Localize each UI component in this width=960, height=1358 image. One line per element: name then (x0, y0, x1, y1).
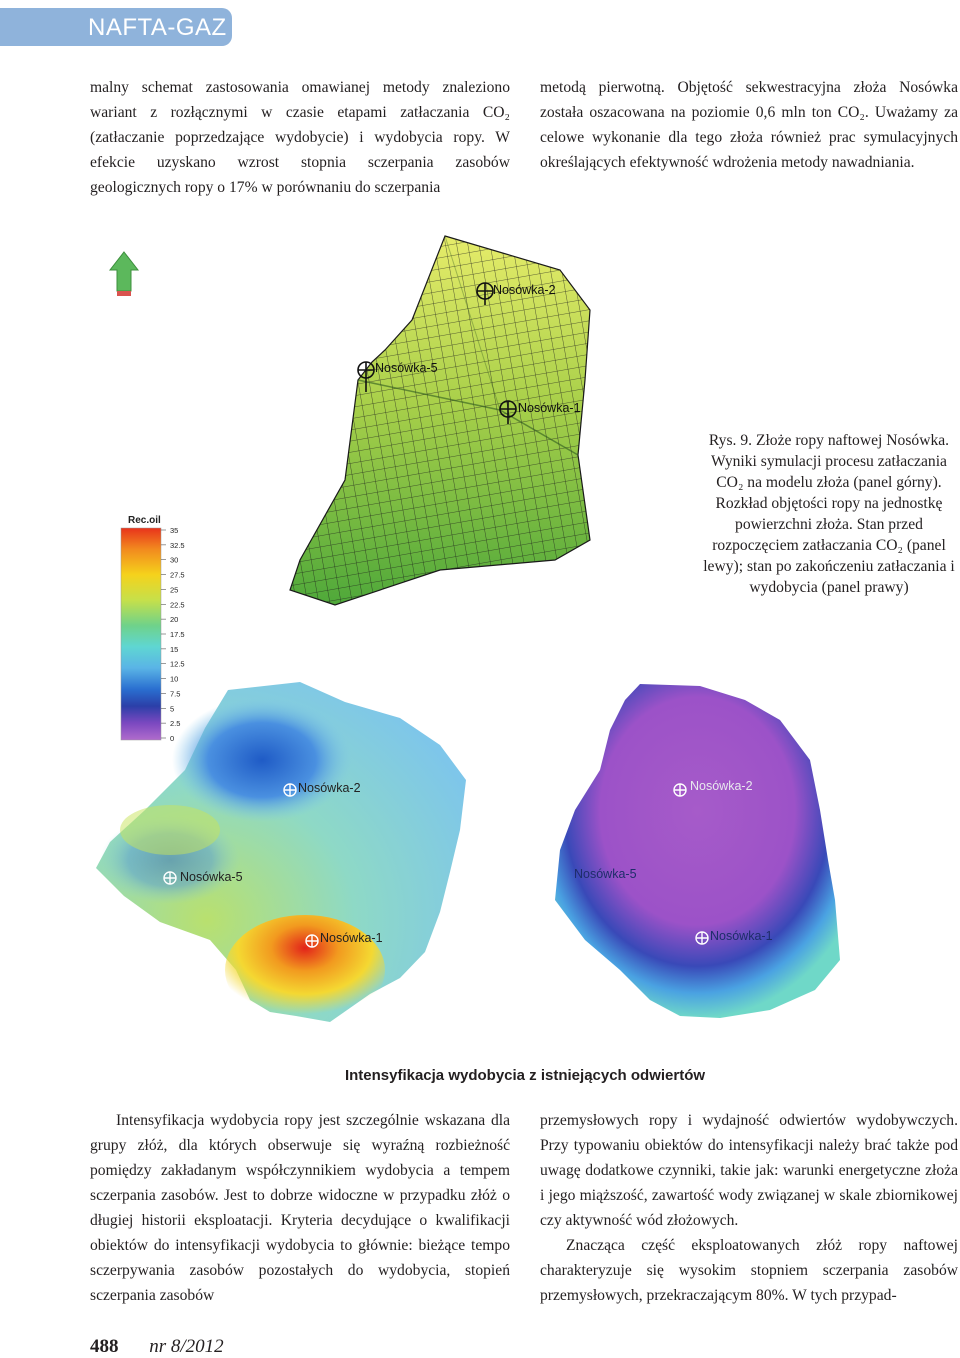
legend-tick-label: 2.5 (170, 719, 180, 728)
text-column-top-right: metodą pierwotną. Objętość sekwestracyjn… (540, 75, 958, 175)
page-number: 488 (90, 1336, 119, 1357)
well-label: Nosówka-2 (690, 779, 753, 793)
legend-tick-label: 17.5 (170, 630, 185, 639)
legend-tick-label: 5 (170, 704, 174, 713)
well-marker: Nosówka-1 (305, 931, 383, 948)
page-footer: 488 nr 8/2012 (90, 1336, 224, 1358)
well-marker: Nosówka-1 (499, 400, 581, 424)
legend-tick-label: 27.5 (170, 571, 185, 580)
text-column-bottom-right: przemysłowych ropy i wydajność odwiertów… (540, 1108, 958, 1308)
paragraph: przemysłowych ropy i wydajność odwiertów… (540, 1112, 958, 1229)
legend-tick-label: 15 (170, 645, 178, 654)
well-label: Nosówka-2 (493, 283, 556, 297)
legend-tick-label: 35 (170, 526, 178, 535)
section-heading: Intensyfikacja wydobycia z istniejących … (344, 1067, 706, 1084)
well-label: Nosówka-2 (298, 781, 361, 795)
well-label: Nosówka-1 (320, 931, 383, 945)
well-marker: Nosówka-5 (574, 867, 637, 881)
text-column-bottom-left: Intensyfikacja wydobycia ropy jest szcze… (90, 1108, 510, 1308)
color-scale-legend: Rec.oil 35 32.5 30 27.5 25 22.5 20 17.5 15 12.5 10… (120, 515, 185, 743)
legend-tick-label: 30 (170, 556, 178, 565)
figure-rys-9: Nosówka-2 Nosówka-5 Nosówka-1 Rec.oil 35… (96, 235, 840, 1025)
well-marker: Nosówka-1 (695, 929, 773, 945)
paragraph: Znacząca część eksploatowanych złóż ropy… (540, 1237, 958, 1304)
north-arrow-icon (108, 251, 140, 296)
legend-tick-label: 22.5 (170, 600, 185, 609)
legend-tick-label: 32.5 (170, 541, 185, 550)
issue-number: nr 8/2012 (149, 1336, 224, 1357)
figure-caption: Rys. 9. Złoże ropy naftowej Nosówka. Wyn… (703, 432, 955, 596)
well-label: Nosówka-5 (574, 867, 637, 881)
well-marker: Nosówka-5 (163, 870, 243, 885)
well-marker: Nosówka-2 (673, 779, 753, 797)
legend-tick-label: 12.5 (170, 660, 185, 669)
legend-tick-label: 7.5 (170, 689, 180, 698)
well-label: Nosówka-1 (518, 401, 581, 415)
well-marker: Nosówka-5 (357, 361, 438, 392)
text-column-top-left: malny schemat zastosowania omawianej met… (90, 75, 510, 200)
map-panel-left (96, 682, 466, 1025)
legend-tick-label: 0 (170, 734, 174, 743)
well-marker: Nosówka-2 (476, 282, 556, 305)
legend-tick-label: 10 (170, 675, 178, 684)
paragraph: malny schemat zastosowania omawianej met… (90, 79, 510, 196)
legend-title: Rec.oil (128, 515, 161, 526)
journal-tag: NAFTA-GAZ (0, 8, 232, 46)
journal-name: NAFTA-GAZ (88, 14, 227, 41)
paragraph: metodą pierwotną. Objętość sekwestracyjn… (540, 79, 958, 171)
paragraph: Intensyfikacja wydobycia ropy jest szcze… (90, 1112, 510, 1304)
well-marker: Nosówka-2 (283, 781, 361, 797)
well-label: Nosówka-5 (375, 361, 438, 375)
well-label: Nosówka-5 (180, 870, 243, 884)
reservoir-3d-surface (289, 235, 591, 606)
well-label: Nosówka-1 (710, 929, 773, 943)
legend-tick-label: 25 (170, 585, 178, 594)
legend-tick-label: 20 (170, 615, 178, 624)
map-panel-right (555, 684, 840, 1018)
